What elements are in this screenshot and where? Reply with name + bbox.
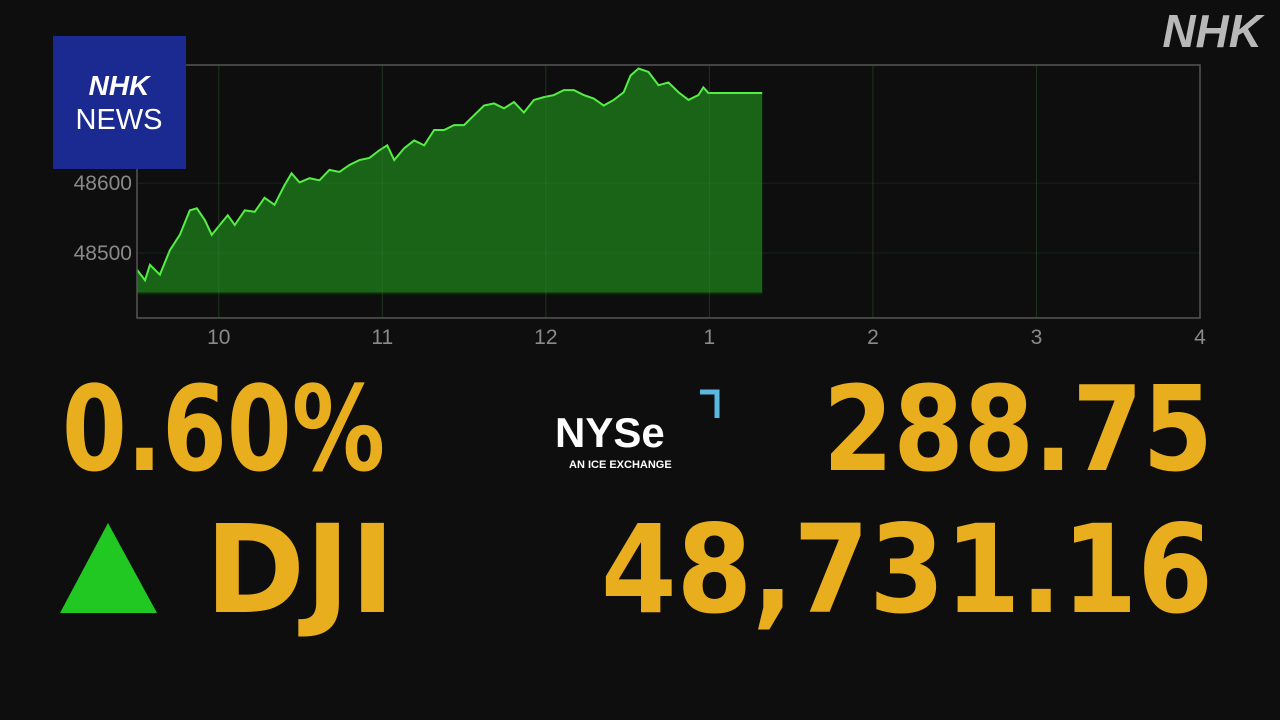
plot-frame	[136, 64, 1201, 319]
x-tick-label: 1	[704, 326, 716, 349]
line	[136, 67, 763, 283]
exchange-name: NYSe	[555, 409, 665, 456]
logo-text: NEWS	[76, 104, 163, 136]
logo-text: NHK	[89, 70, 151, 101]
logo-box	[53, 36, 186, 169]
x-tick-label: 10	[207, 326, 230, 349]
y-tick-label: 48500	[74, 242, 132, 265]
x-tick-label: 12	[534, 326, 557, 349]
area	[137, 68, 763, 294]
price: 48,731.16	[601, 499, 1213, 641]
x-tick-label: 2	[867, 326, 879, 349]
x-tick-label: 3	[1031, 326, 1043, 349]
exchange-tagline: AN ICE EXCHANGE	[569, 459, 672, 471]
watermark: NHK	[1162, 5, 1264, 57]
x-tick-label: 4	[1194, 326, 1206, 349]
x-tick-label: 11	[371, 326, 393, 349]
up-arrow	[60, 523, 157, 613]
y-tick-label: 48600	[74, 172, 132, 195]
change-percent: 0.60%	[62, 360, 385, 498]
symbol: DJI	[205, 499, 395, 641]
change: 288.75	[823, 360, 1213, 498]
exchange-mark	[700, 389, 720, 418]
